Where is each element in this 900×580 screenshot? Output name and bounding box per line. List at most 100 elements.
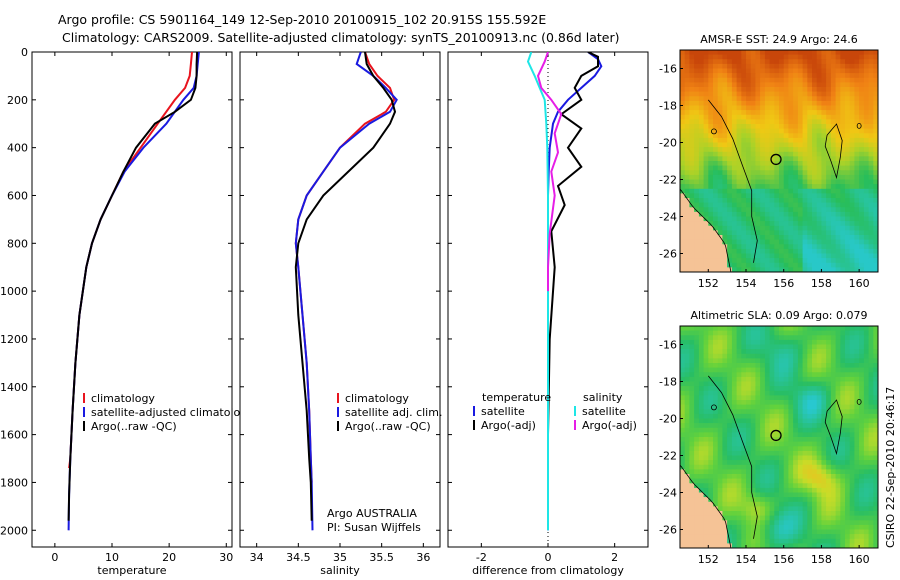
sla-cell bbox=[689, 330, 695, 336]
sst-cell bbox=[849, 267, 855, 272]
sla-cell bbox=[830, 381, 837, 387]
sst-cell bbox=[845, 114, 851, 120]
sst-cell bbox=[727, 248, 733, 255]
sla-cell bbox=[760, 515, 766, 521]
sla-cell bbox=[698, 534, 705, 540]
sst-cell bbox=[731, 77, 738, 83]
sst-cell bbox=[760, 174, 766, 181]
sla-cell bbox=[698, 400, 705, 406]
sla-cell bbox=[868, 474, 874, 480]
sst-cell bbox=[830, 82, 837, 88]
sla-cell bbox=[783, 400, 789, 406]
sst-cell bbox=[840, 216, 846, 222]
sst-cell bbox=[826, 184, 832, 190]
sst-cell bbox=[689, 137, 695, 144]
sla-cell bbox=[797, 326, 804, 332]
sla-cell bbox=[708, 432, 714, 438]
sst-cell bbox=[741, 50, 747, 56]
sla-cell bbox=[797, 524, 804, 531]
sla-cell bbox=[797, 409, 804, 415]
sst-cell bbox=[750, 174, 756, 181]
sla-cell bbox=[797, 460, 804, 466]
sla-cell bbox=[689, 529, 695, 535]
sla-cell bbox=[821, 418, 827, 424]
sla-cell bbox=[708, 335, 714, 341]
sla-cell bbox=[812, 390, 818, 396]
sla-cell bbox=[826, 400, 832, 406]
sst-cell bbox=[774, 174, 780, 181]
sst-cell bbox=[783, 253, 789, 259]
sst-cell bbox=[755, 170, 761, 176]
sla-cell bbox=[680, 353, 686, 359]
sst-cell bbox=[755, 87, 761, 93]
sla-cell bbox=[840, 344, 846, 350]
sst-cell bbox=[793, 91, 799, 97]
sla-cell bbox=[750, 326, 756, 332]
sst-cell bbox=[868, 161, 874, 167]
sst-islet-contour bbox=[711, 128, 717, 135]
sla-cell bbox=[741, 376, 747, 383]
sst-cell bbox=[750, 248, 756, 255]
sst-cell bbox=[859, 165, 865, 171]
sla-cell bbox=[680, 372, 686, 378]
sla-cell bbox=[821, 335, 827, 341]
sla-cell bbox=[854, 529, 860, 535]
sla-cell bbox=[849, 450, 855, 457]
sla-cell bbox=[764, 409, 771, 415]
sst-cell bbox=[863, 198, 870, 204]
sst-cell bbox=[849, 96, 855, 102]
sst-cell bbox=[835, 198, 841, 204]
sst-cell bbox=[736, 105, 742, 111]
sla-cell bbox=[698, 381, 705, 387]
sst-cell bbox=[802, 50, 808, 56]
sla-cell bbox=[793, 330, 799, 336]
sst-cell bbox=[873, 161, 878, 167]
sst-cell bbox=[826, 165, 832, 171]
sla-cell bbox=[854, 469, 860, 475]
sst-cell bbox=[826, 248, 832, 255]
sla-cell bbox=[746, 524, 752, 531]
sst-cell bbox=[788, 142, 794, 148]
sst-cell bbox=[722, 105, 728, 111]
sla-cell bbox=[863, 330, 870, 336]
sst-cell bbox=[797, 142, 804, 148]
sst-cell bbox=[713, 248, 719, 255]
sla-cell bbox=[830, 418, 837, 424]
sst-cell bbox=[826, 207, 832, 213]
sst-cell bbox=[750, 114, 756, 120]
sla-cell bbox=[783, 432, 789, 438]
sst-cell bbox=[854, 119, 860, 125]
sst-cell bbox=[788, 253, 794, 259]
sst-cell bbox=[684, 110, 690, 116]
sla-cell bbox=[830, 335, 837, 341]
sst-cell bbox=[736, 262, 742, 268]
sla-cell bbox=[816, 506, 822, 512]
sst-cell bbox=[859, 63, 865, 70]
sla-cell bbox=[722, 363, 728, 369]
sla-cell bbox=[755, 460, 761, 466]
sla-cell bbox=[736, 515, 742, 521]
sla-cell bbox=[755, 335, 761, 341]
sst-cell bbox=[863, 235, 870, 241]
sla-cell bbox=[788, 501, 794, 507]
sla-cell bbox=[746, 358, 752, 364]
sla-cell bbox=[741, 363, 747, 369]
sla-cell bbox=[774, 524, 780, 531]
sst-cell bbox=[779, 198, 785, 204]
sla-cell bbox=[769, 339, 775, 346]
sst-cell bbox=[713, 142, 719, 148]
sst-cell bbox=[783, 119, 789, 125]
sst-cell bbox=[764, 100, 771, 107]
sst-cell bbox=[727, 198, 733, 204]
sla-cell bbox=[684, 335, 690, 341]
sla-cell bbox=[840, 529, 846, 535]
sla-cell bbox=[703, 335, 709, 341]
sst-cell bbox=[689, 225, 695, 231]
sst-cell bbox=[802, 119, 808, 125]
sla-cell bbox=[802, 386, 808, 392]
sst-cell bbox=[708, 59, 714, 65]
sst-cell bbox=[713, 211, 719, 218]
sst-cell bbox=[854, 133, 860, 139]
sla-cell bbox=[708, 455, 714, 461]
sst-cell bbox=[802, 63, 808, 70]
